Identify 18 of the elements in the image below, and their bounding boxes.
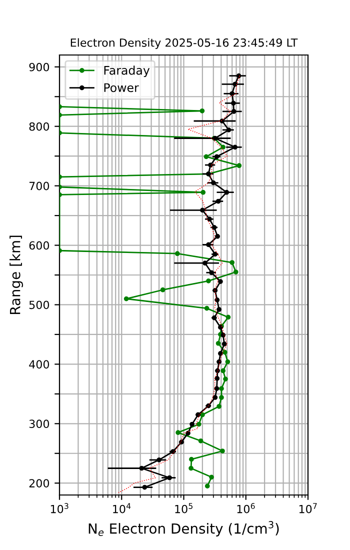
y-tick-label: 900 — [29, 62, 50, 72]
legend-label: Faraday — [104, 66, 150, 78]
y-tick-label: 700 — [29, 182, 50, 190]
x-tick-label: 10$^{5}$ — [175, 503, 192, 514]
chart-title: Electron Density 2025-05-16 23:45:49 LT — [70, 38, 298, 49]
y-tick-label: 400 — [29, 360, 50, 369]
legend-label: Power — [104, 83, 139, 92]
y-axis-title: Range [km] — [10, 236, 24, 314]
x-tick-label: 10$^{4}$ — [113, 503, 131, 514]
x-tick-label: 10$^{3}$ — [50, 503, 68, 514]
y-tick-label: 600 — [29, 241, 50, 250]
x-tick-label: 10$^{6}$ — [237, 503, 255, 514]
y-tick-label: 800 — [29, 122, 50, 131]
x-tick-label: 10$^{7}$ — [299, 503, 317, 514]
y-tick-label: 500 — [29, 300, 50, 310]
x-axis-title: N$_{e}$ Electron Density (1/cm$^{3}$) — [88, 521, 279, 536]
y-tick-label: 200 — [29, 479, 50, 488]
y-tick-label: 300 — [29, 420, 50, 428]
